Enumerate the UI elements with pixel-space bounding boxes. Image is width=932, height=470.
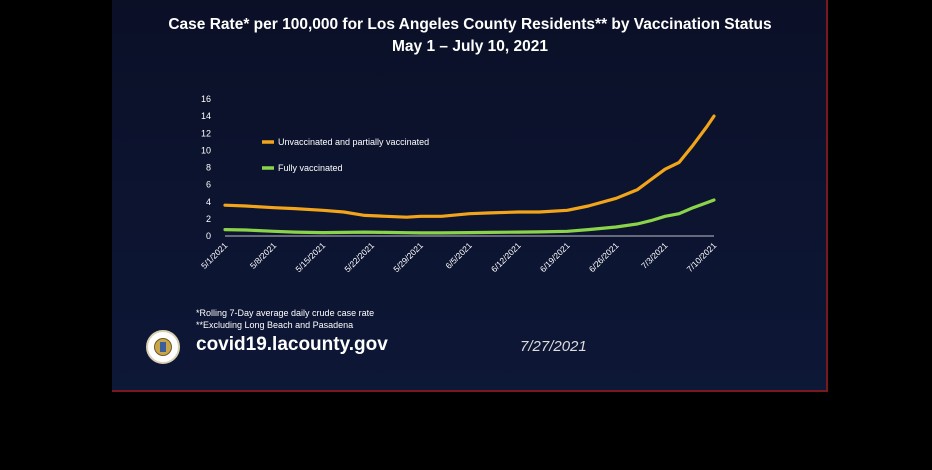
y-tick-label: 16 xyxy=(201,94,211,104)
x-tick-label: 5/8/2021 xyxy=(248,240,279,271)
footnote-exclusions: **Excluding Long Beach and Pasadena xyxy=(196,320,354,330)
chart-subtitle: May 1 – July 10, 2021 xyxy=(392,38,548,55)
line-chart: 0 2 4 6 8 10 12 14 16 5/1/2021 5/8/2021 5/15/2021 5/… xyxy=(199,94,719,274)
x-tick-label: 5/15/2021 xyxy=(293,240,327,274)
y-tick-label: 4 xyxy=(206,197,211,207)
x-tick-label: 5/22/2021 xyxy=(342,240,376,274)
legend-label: Unvaccinated and partially vaccinated xyxy=(278,137,429,147)
series-line-fully-vaccinated xyxy=(223,198,716,235)
series-line-unvaccinated xyxy=(223,114,716,219)
x-tick-label: 7/10/2021 xyxy=(685,240,719,274)
y-tick-label: 2 xyxy=(206,214,211,224)
x-tick-label: 5/1/2021 xyxy=(199,240,230,271)
x-tick-label: 6/19/2021 xyxy=(538,240,572,274)
county-seal-icon xyxy=(146,330,180,364)
x-tick-label: 6/12/2021 xyxy=(489,240,523,274)
y-tick-label: 8 xyxy=(206,163,211,173)
y-tick-label: 14 xyxy=(201,111,211,121)
y-tick-label: 10 xyxy=(201,145,211,155)
x-tick-label: 5/29/2021 xyxy=(391,240,425,274)
x-tick-label: 7/3/2021 xyxy=(639,240,670,271)
footnotes: *Rolling 7-Day average daily crude case … xyxy=(196,307,374,331)
y-tick-label: 12 xyxy=(201,128,211,138)
legend-label: Fully vaccinated xyxy=(278,163,343,173)
x-tick-label: 6/5/2021 xyxy=(443,240,474,271)
x-tick-label: 6/26/2021 xyxy=(587,240,621,274)
slide-date: 7/27/2021 xyxy=(520,338,587,355)
slide-panel: Case Rate* per 100,000 for Los Angeles C… xyxy=(112,0,828,392)
website-text: covid19.lacounty.gov xyxy=(196,334,388,355)
y-tick-label: 0 xyxy=(206,231,211,241)
chart-title: Case Rate* per 100,000 for Los Angeles C… xyxy=(112,14,828,58)
chart-title-line1: Case Rate* per 100,000 for Los Angeles C… xyxy=(168,16,772,33)
footnote-rolling-average: *Rolling 7-Day average daily crude case … xyxy=(196,308,375,318)
y-tick-label: 6 xyxy=(206,180,211,190)
